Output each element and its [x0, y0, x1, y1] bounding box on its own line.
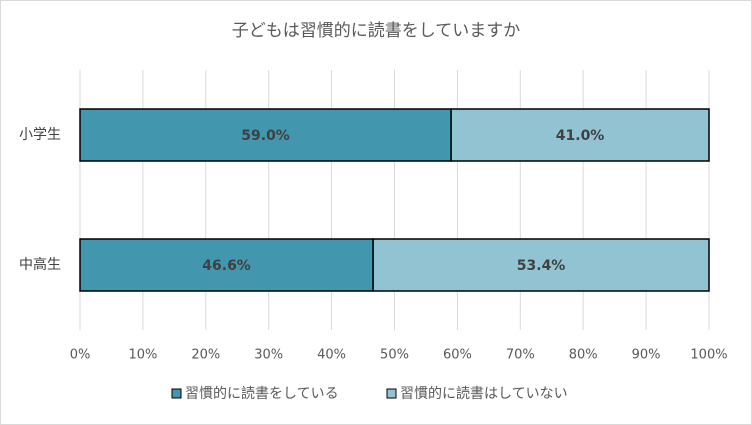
y-tick-label: 小学生: [19, 127, 61, 143]
bar-segment: [79, 238, 374, 292]
legend-label: 習慣的に読書はしていない: [400, 385, 568, 402]
bar-segment: [372, 238, 710, 292]
data-label: 53.4%: [517, 258, 566, 274]
legend-label: 習慣的に読書をしている: [185, 385, 339, 402]
x-tick-label: 30%: [254, 348, 283, 363]
x-tick-label: 80%: [569, 348, 598, 363]
y-tick-label: 中高生: [19, 256, 61, 273]
bar-segment: [79, 108, 452, 162]
data-label: 41.0%: [556, 128, 605, 144]
x-tick-label: 100%: [690, 348, 727, 363]
x-tick-label: 0%: [70, 348, 91, 363]
x-tick-label: 20%: [191, 348, 220, 363]
bar-segment: [450, 108, 710, 162]
x-tick-label: 90%: [632, 348, 661, 363]
x-tick-label: 40%: [317, 348, 346, 363]
chart-title: 子どもは習慣的に読書をしていますか: [232, 21, 521, 41]
legend-marker: [386, 388, 397, 399]
x-tick-label: 70%: [506, 348, 535, 363]
x-tick-label: 60%: [443, 348, 472, 363]
x-tick-label: 50%: [380, 348, 409, 363]
x-tick-label: 10%: [128, 348, 157, 363]
legend-marker: [171, 388, 182, 399]
data-label: 46.6%: [202, 258, 251, 274]
data-label: 59.0%: [241, 128, 290, 144]
